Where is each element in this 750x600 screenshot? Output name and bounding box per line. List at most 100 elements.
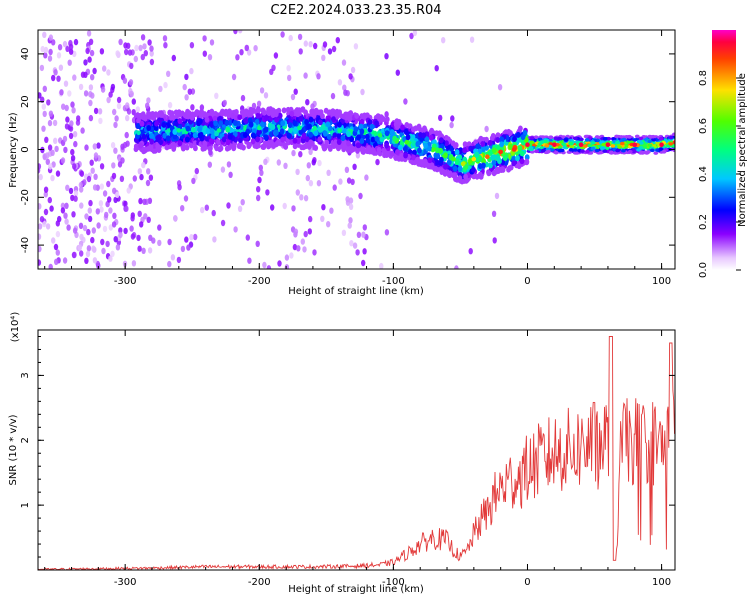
spectrogram-noise-cell (126, 108, 132, 115)
snr-frame (37, 329, 676, 571)
spectrogram-cell (668, 142, 674, 146)
spectrogram-noise-cell (226, 202, 231, 209)
spectrogram-cell (395, 149, 400, 156)
spectrogram-noise-cell (131, 109, 136, 116)
spectrogram-noise-cell (270, 204, 275, 211)
spectrogram-noise-cell (60, 157, 66, 164)
spectrogram-cell (606, 136, 612, 141)
spectrogram-cell (457, 165, 463, 172)
spectrogram-cell (422, 125, 427, 132)
spectrogram-cell (493, 168, 499, 175)
spectrogram-noise-cell (55, 220, 60, 227)
spectrogram-noise-cell (114, 115, 119, 122)
spectrogram-noise-cell (305, 99, 310, 106)
spectrogram-noise-cell (90, 74, 95, 81)
spectrogram-cell (429, 127, 435, 134)
spectrogram-cell (384, 130, 390, 137)
colorbar-tick-label: 0.4 (698, 166, 709, 182)
spectrogram-noise-cell (273, 52, 279, 59)
spectrogram-cell (439, 156, 444, 163)
spectrogram-cell (609, 151, 614, 155)
spectrogram-cell (587, 143, 593, 148)
spectrogram-noise-cell (283, 162, 288, 169)
spectrogram-cell (438, 167, 444, 173)
spectrogram-noise-cell (80, 71, 86, 78)
spectrogram-cell (651, 138, 656, 142)
spectrogram-cell (415, 141, 421, 147)
spectrogram-noise-cell (327, 48, 333, 55)
dominant-frequency-point (672, 140, 675, 145)
spectrogram-noise-cell (384, 111, 389, 118)
spectrogram-cell (585, 149, 590, 154)
spectrogram-cell (281, 107, 287, 114)
spectrogram-cell (225, 139, 231, 146)
spectrogram-noise-cell (362, 224, 367, 231)
spectrogram-noise-cell (313, 42, 318, 50)
spectrogram-cell (321, 145, 327, 152)
spectrogram-noise-cell (115, 191, 120, 199)
spectrogram-cell (579, 137, 584, 142)
spectrogram-noise-cell (256, 100, 262, 108)
spectrogram-noise-cell (434, 65, 439, 72)
spectrogram-noise-cell (111, 221, 117, 228)
spectrogram-cell (621, 148, 626, 153)
spectrogram-noise-cell (57, 44, 63, 51)
spectrogram-cell (177, 140, 183, 147)
spectrogram-cell (519, 158, 525, 165)
spectrogram-cell (495, 132, 501, 139)
spectrogram-noise-cell (214, 92, 219, 100)
spectrogram-cell (216, 139, 221, 145)
spectrogram-cell (354, 112, 360, 119)
spectrogram-noise-cell (308, 148, 313, 156)
spectrogram-cell (668, 135, 674, 140)
spectrogram-noise-cell (48, 110, 54, 117)
spectrogram-noise-cell (73, 195, 78, 202)
spectrogram-noise-cell (238, 30, 243, 34)
colorbar-tick-label: 0.2 (698, 214, 709, 230)
spectrogram-cell (512, 136, 517, 142)
dominant-frequency-point (176, 128, 182, 133)
spectrogram-cell (384, 142, 389, 149)
spectrogram-cell (250, 138, 256, 145)
spectrogram-noise-cell (329, 207, 334, 214)
spectrogram-noise-cell (47, 144, 53, 151)
spectrogram-cell (590, 141, 596, 145)
spectrogram-noise-cell (108, 255, 113, 262)
dominant-frequency-point (498, 149, 504, 155)
spectrogram-noise-cell (112, 187, 117, 194)
spectrogram-cell (154, 125, 159, 132)
spectrogram-noise-cell (138, 44, 143, 52)
spectrogram-noise-cell (148, 174, 154, 181)
spectrogram-cell (619, 141, 625, 146)
spectrogram-noise-cell (141, 247, 146, 254)
spectrogram-cell (457, 175, 463, 182)
dominant-frequency-point (257, 125, 262, 131)
spectrogram-noise-cell (345, 196, 350, 203)
spectrogram-noise-cell (70, 155, 76, 162)
dominant-frequency-point (525, 142, 530, 147)
spectrogram-noise-cell (113, 196, 118, 204)
spectrogram-noise-cell (97, 108, 103, 115)
spectrogram-cell (511, 160, 517, 167)
spectrogram-cell (486, 170, 492, 177)
spectrogram-noise-cell (49, 205, 54, 212)
spectrogram-noise-cell (38, 203, 42, 210)
spectrogram-cell (208, 138, 214, 145)
spectrogram-noise-cell (193, 233, 198, 241)
spectrogram-cell (491, 159, 497, 166)
spectrogram-noise-cell (347, 222, 352, 229)
spectrogram-noise-cell (266, 265, 272, 269)
spectrogram-noise-cell (106, 96, 111, 104)
spectrogram-cell (336, 132, 342, 139)
spectrogram-cell (171, 145, 177, 152)
spectrogram-cell (392, 135, 398, 142)
spectrogram-cell (653, 151, 659, 155)
spectrogram-noise-cell (86, 30, 92, 37)
spectrogram-cell (260, 143, 266, 150)
spectrogram-cell (309, 108, 315, 115)
snr-x-axis-label: Height of straight line (km) (288, 584, 424, 595)
spectrogram-noise-cell (108, 91, 113, 98)
spectrogram-noise-cell (484, 125, 489, 133)
spectrogram-cell (374, 120, 379, 127)
spectrogram-cell (190, 112, 196, 119)
